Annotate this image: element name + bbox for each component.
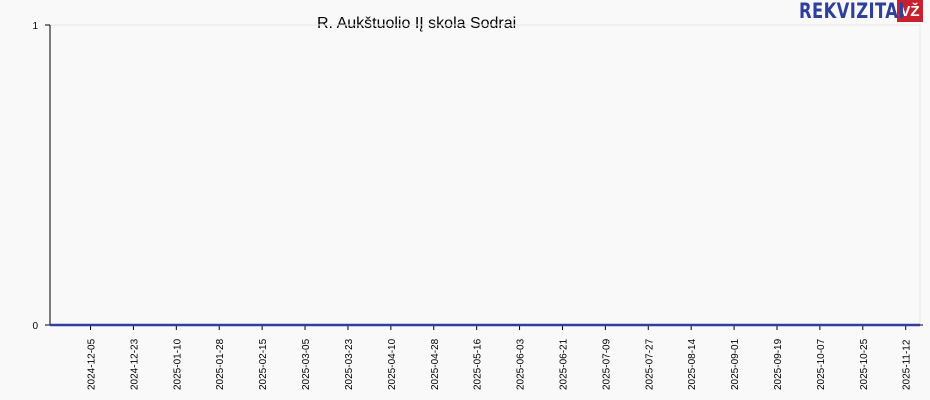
y-tick-label: 0 xyxy=(32,321,38,332)
x-tick-label: 2025-05-16 xyxy=(473,338,484,390)
x-tick-label: 2025-11-12 xyxy=(902,339,913,390)
x-tick-label: 2025-06-03 xyxy=(516,338,527,390)
x-tick-label: 2025-04-28 xyxy=(430,338,441,390)
x-tick-label: 2024-12-23 xyxy=(129,338,140,390)
x-tick-label: 2025-09-19 xyxy=(773,338,784,390)
logo-badge: VŽ xyxy=(897,0,923,22)
x-tick-label: 2025-06-21 xyxy=(558,338,569,390)
y-tick-label: 1 xyxy=(32,21,38,32)
x-tick-label: 2025-01-28 xyxy=(215,338,226,390)
x-tick-label: 2025-04-10 xyxy=(387,338,398,390)
x-tick-label: 2025-02-15 xyxy=(258,338,269,390)
x-tick-label: 2025-10-07 xyxy=(816,338,827,390)
x-tick-label: 2025-07-27 xyxy=(644,338,655,390)
x-tick-label: 2025-07-09 xyxy=(601,338,612,390)
chart-title: R. Aukštuolio IĮ skola Sodrai xyxy=(317,15,517,32)
rekvizitai-logo[interactable]: REKVIZITAI VŽ xyxy=(799,0,923,23)
x-tick-label: 2025-03-23 xyxy=(344,338,355,390)
x-tick-label: 2024-12-05 xyxy=(87,338,98,390)
x-tick-label: 2025-10-25 xyxy=(859,338,870,390)
x-tick-label: 2025-03-05 xyxy=(301,338,312,390)
x-tick-label: 2025-01-10 xyxy=(172,338,183,390)
x-tick-label: 2025-08-14 xyxy=(687,338,698,390)
x-tick-label: 2025-09-01 xyxy=(730,338,741,390)
